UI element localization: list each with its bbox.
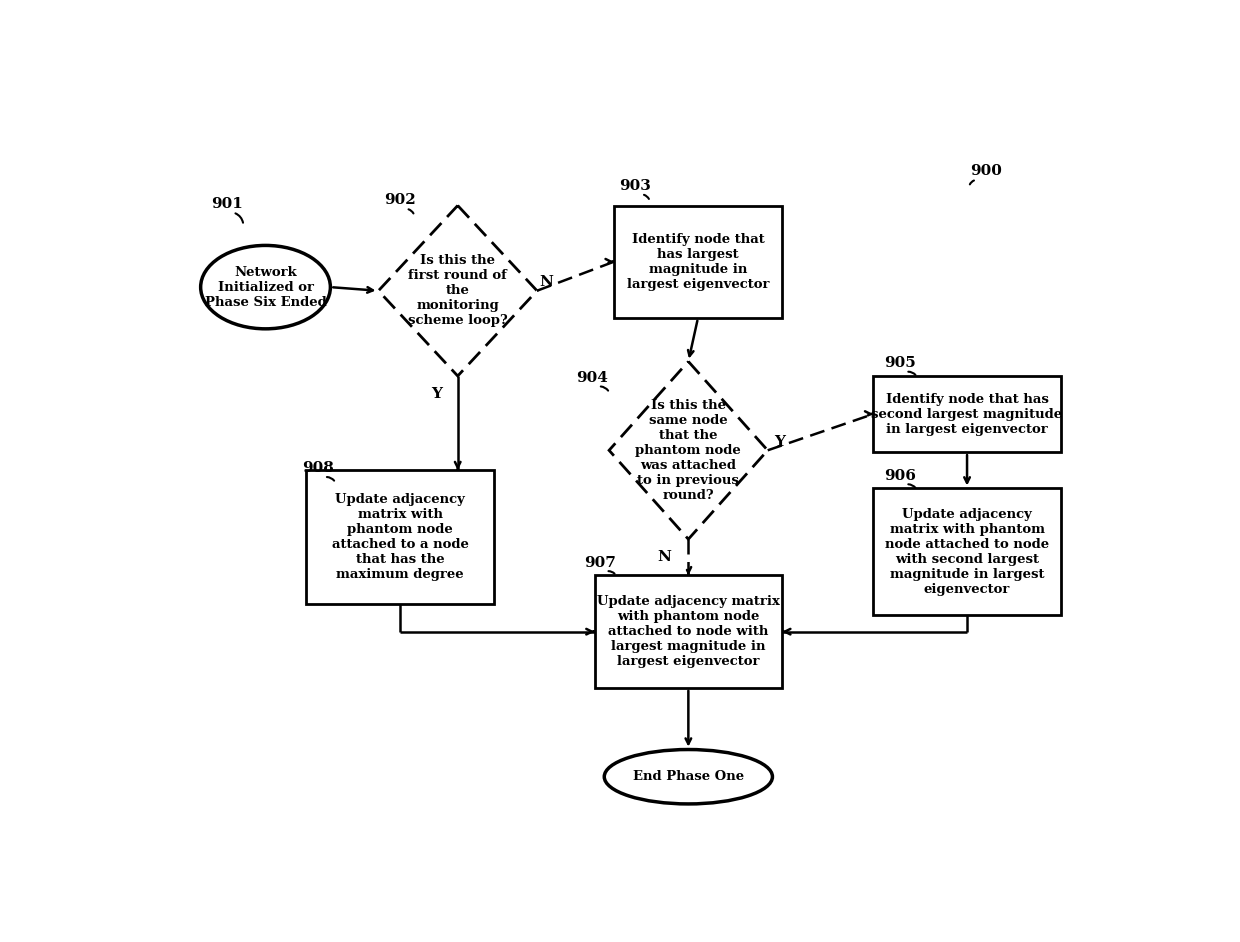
- Text: Identify node that
has largest
magnitude in
largest eigenvector: Identify node that has largest magnitude…: [626, 233, 769, 291]
- Bar: [595, 576, 782, 688]
- Text: Update adjacency
matrix with
phantom node
attached to a node
that has the
maximu: Update adjacency matrix with phantom nod…: [331, 494, 469, 581]
- Text: N: N: [539, 275, 553, 289]
- Ellipse shape: [201, 246, 330, 329]
- Text: End Phase One: End Phase One: [632, 771, 744, 783]
- Bar: [873, 376, 1060, 452]
- Text: 901: 901: [211, 197, 243, 211]
- Text: 904: 904: [577, 371, 608, 384]
- Text: Update adjacency
matrix with phantom
node attached to node
with second largest
m: Update adjacency matrix with phantom nod…: [885, 508, 1049, 596]
- Polygon shape: [378, 205, 537, 376]
- Bar: [614, 205, 782, 318]
- Ellipse shape: [604, 750, 773, 804]
- Text: Y: Y: [774, 434, 785, 448]
- Text: Y: Y: [432, 387, 443, 401]
- Text: 902: 902: [384, 193, 415, 207]
- Text: Update adjacency matrix
with phantom node
attached to node with
largest magnitud: Update adjacency matrix with phantom nod…: [596, 595, 780, 668]
- Text: N: N: [657, 550, 671, 564]
- Text: Is this the
first round of
the
monitoring
scheme loop?: Is this the first round of the monitorin…: [408, 254, 507, 327]
- Text: 905: 905: [884, 356, 915, 370]
- Polygon shape: [609, 362, 768, 539]
- Text: Is this the
same node
that the
phantom node
was attached
to in previous
round?: Is this the same node that the phantom n…: [635, 398, 742, 502]
- Text: Identify node that has
second largest magnitude
in largest eigenvector: Identify node that has second largest ma…: [872, 393, 1063, 435]
- Bar: [306, 470, 494, 605]
- Bar: [873, 488, 1060, 615]
- Text: 907: 907: [584, 556, 616, 570]
- Text: Network
Initialized or
Phase Six Ended: Network Initialized or Phase Six Ended: [205, 266, 326, 309]
- Text: 900: 900: [971, 164, 1002, 178]
- Text: 903: 903: [620, 179, 651, 192]
- Text: 908: 908: [303, 462, 335, 476]
- Text: 906: 906: [884, 469, 915, 482]
